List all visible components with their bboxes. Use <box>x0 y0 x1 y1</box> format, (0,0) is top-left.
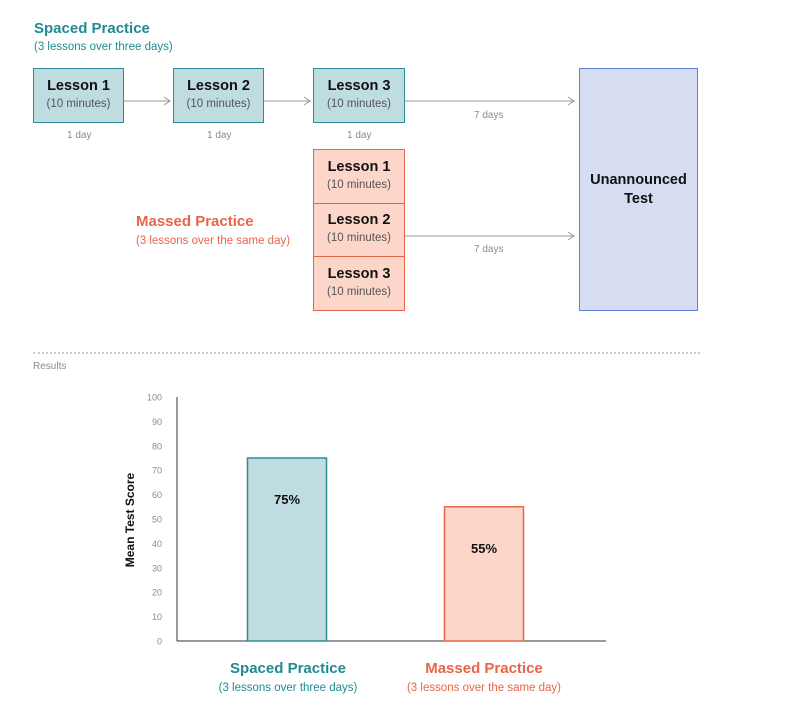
y-tick-label-50: 50 <box>152 515 162 525</box>
y-tick-label-20: 20 <box>152 588 162 598</box>
spaced-lesson-3: Lesson 3 (10 minutes) <box>313 68 405 123</box>
spaced-lesson-1: Lesson 1 (10 minutes) <box>33 68 124 123</box>
y-tick-label-90: 90 <box>152 417 162 427</box>
lesson-name: Lesson 3 <box>327 78 391 94</box>
arrowhead-spaced-test <box>567 96 575 106</box>
bar-value-label-massed: 55% <box>471 541 497 556</box>
lesson-duration: (10 minutes) <box>327 232 391 244</box>
spaced-practice-title: Spaced Practice <box>34 20 150 37</box>
category-subtitle-spaced: (3 lessons over three days) <box>218 682 358 694</box>
gap-label-1: 1 day <box>67 130 92 141</box>
lesson-duration: (10 minutes) <box>46 98 111 110</box>
arrowhead-lesson3 <box>303 96 311 106</box>
lesson-name: Lesson 1 <box>47 78 110 94</box>
test-label-line-1: Unannounced <box>590 172 687 188</box>
lesson-duration: (10 minutes) <box>327 179 391 191</box>
test-label-line-2: Test <box>624 191 653 207</box>
lesson-name: Lesson 3 <box>327 266 391 282</box>
massed-to-test-label: 7 days <box>474 244 504 255</box>
unannounced-test-box <box>579 68 698 311</box>
bar-spaced <box>246 457 328 642</box>
unannounced-test-label: Unannounced Test <box>579 171 698 209</box>
arrowhead-lesson2 <box>163 96 171 106</box>
gap-label-3: 1 day <box>347 130 372 141</box>
massed-practice-title: Massed Practice <box>136 213 254 230</box>
massed-practice-subtitle: (3 lessons over the same day) <box>136 235 291 247</box>
section-divider <box>33 352 700 354</box>
y-tick-label-0: 0 <box>157 637 162 647</box>
y-tick-label-60: 60 <box>152 490 162 500</box>
y-tick-label-40: 40 <box>152 539 162 549</box>
lesson-duration: (10 minutes) <box>186 98 251 110</box>
y-tick-label-100: 100 <box>147 393 162 403</box>
category-label-spaced: Spaced Practice <box>230 660 346 677</box>
spaced-to-test-label: 7 days <box>474 110 504 121</box>
massed-lesson-3: Lesson 3 (10 minutes) <box>313 256 405 311</box>
bar-massed <box>443 506 525 642</box>
y-tick-label-70: 70 <box>152 466 162 476</box>
y-tick-label-30: 30 <box>152 563 162 573</box>
y-tick-label-10: 10 <box>152 612 162 622</box>
gap-label-2: 1 day <box>207 130 232 141</box>
spaced-lesson-2: Lesson 2 (10 minutes) <box>173 68 264 123</box>
category-label-massed: Massed Practice <box>425 660 543 677</box>
results-label: Results <box>33 361 67 372</box>
y-tick-label-80: 80 <box>152 441 162 451</box>
lesson-duration: (10 minutes) <box>327 286 391 298</box>
lesson-name: Lesson 1 <box>327 159 391 175</box>
bar-value-label-spaced: 75% <box>274 492 300 507</box>
lesson-duration: (10 minutes) <box>327 98 391 110</box>
spaced-practice-subtitle: (3 lessons over three days) <box>34 41 173 53</box>
lesson-name: Lesson 2 <box>187 78 250 94</box>
massed-lesson-1: Lesson 1 (10 minutes) <box>313 149 405 204</box>
arrowhead-massed-test <box>567 231 575 241</box>
category-subtitle-massed: (3 lessons over the same day) <box>406 682 562 694</box>
y-axis-label: Mean Test Score <box>123 472 137 567</box>
lesson-name: Lesson 2 <box>327 212 391 228</box>
